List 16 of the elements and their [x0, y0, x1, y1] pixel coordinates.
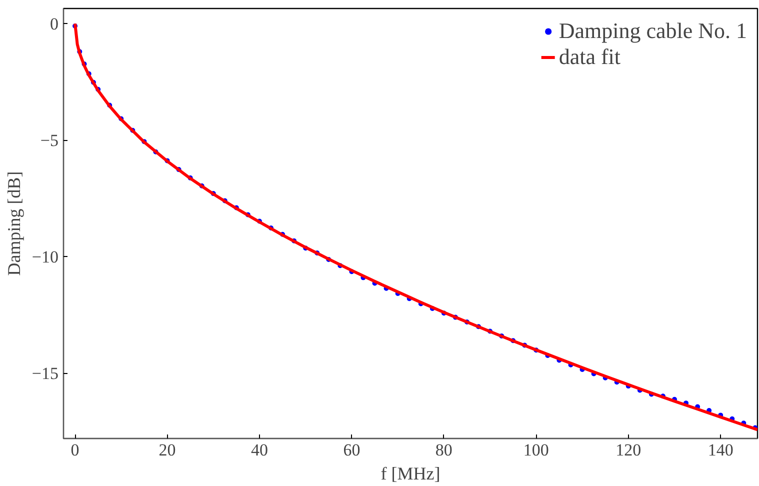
x-tick-label: 40	[250, 440, 268, 460]
legend-label: Damping cable No. 1	[558, 18, 747, 44]
y-tick-label: −10	[32, 248, 59, 267]
y-tick-label: −15	[32, 364, 59, 384]
y-axis-title: Damping [dB]	[4, 171, 24, 276]
x-tick-label: 80	[435, 440, 452, 460]
x-tick-label: 140	[708, 440, 734, 460]
x-tick-label: 120	[616, 440, 642, 460]
y-tick-label: 0	[50, 14, 58, 34]
x-tick-label: 20	[158, 440, 176, 460]
y-tick-label: −5	[40, 131, 59, 150]
x-axis-title: f [MHz]	[380, 464, 440, 484]
legend-label: data fit	[558, 44, 621, 70]
x-tick-label: 100	[523, 440, 549, 460]
x-tick-label: 0	[70, 440, 80, 460]
x-tick-label: 60	[343, 440, 360, 460]
